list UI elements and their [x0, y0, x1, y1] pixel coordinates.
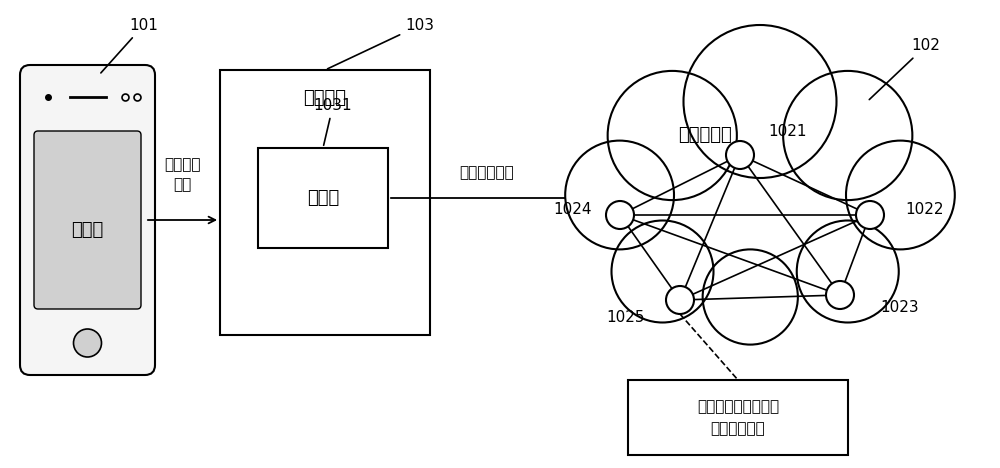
- Circle shape: [606, 201, 634, 229]
- Circle shape: [612, 220, 714, 322]
- Circle shape: [783, 71, 912, 200]
- Circle shape: [74, 329, 102, 357]
- FancyBboxPatch shape: [34, 131, 141, 309]
- Text: 1022: 1022: [905, 203, 944, 218]
- Text: 1024: 1024: [554, 203, 592, 218]
- Text: 区块链网络: 区块链网络: [678, 126, 732, 144]
- Bar: [220, 70, 430, 335]
- Circle shape: [826, 281, 854, 309]
- FancyBboxPatch shape: [20, 65, 155, 375]
- Text: 记录各个资源平台的
资源版权信息: 记录各个资源平台的 资源版权信息: [697, 399, 779, 436]
- Bar: [258, 148, 388, 248]
- Ellipse shape: [653, 118, 867, 271]
- Text: 1031: 1031: [314, 98, 352, 145]
- Circle shape: [608, 71, 737, 200]
- Text: 102: 102: [869, 38, 940, 100]
- Circle shape: [726, 141, 754, 169]
- Text: 103: 103: [328, 18, 434, 69]
- Text: 1021: 1021: [768, 124, 806, 139]
- Circle shape: [565, 140, 674, 249]
- Text: 1023: 1023: [880, 300, 919, 315]
- Text: 资源版权
信息: 资源版权 信息: [164, 157, 201, 192]
- Circle shape: [797, 220, 899, 322]
- Text: 资源版权信息: 资源版权信息: [459, 165, 514, 180]
- Circle shape: [684, 25, 836, 178]
- Text: 服务器: 服务器: [307, 189, 339, 207]
- Text: 101: 101: [101, 18, 158, 73]
- Text: 1025: 1025: [606, 310, 645, 326]
- Text: 客户端: 客户端: [71, 221, 104, 239]
- Circle shape: [856, 201, 884, 229]
- Circle shape: [703, 249, 798, 344]
- Bar: [628, 380, 848, 455]
- Circle shape: [846, 140, 955, 249]
- Circle shape: [666, 286, 694, 314]
- Text: 资源平台: 资源平台: [304, 89, 347, 107]
